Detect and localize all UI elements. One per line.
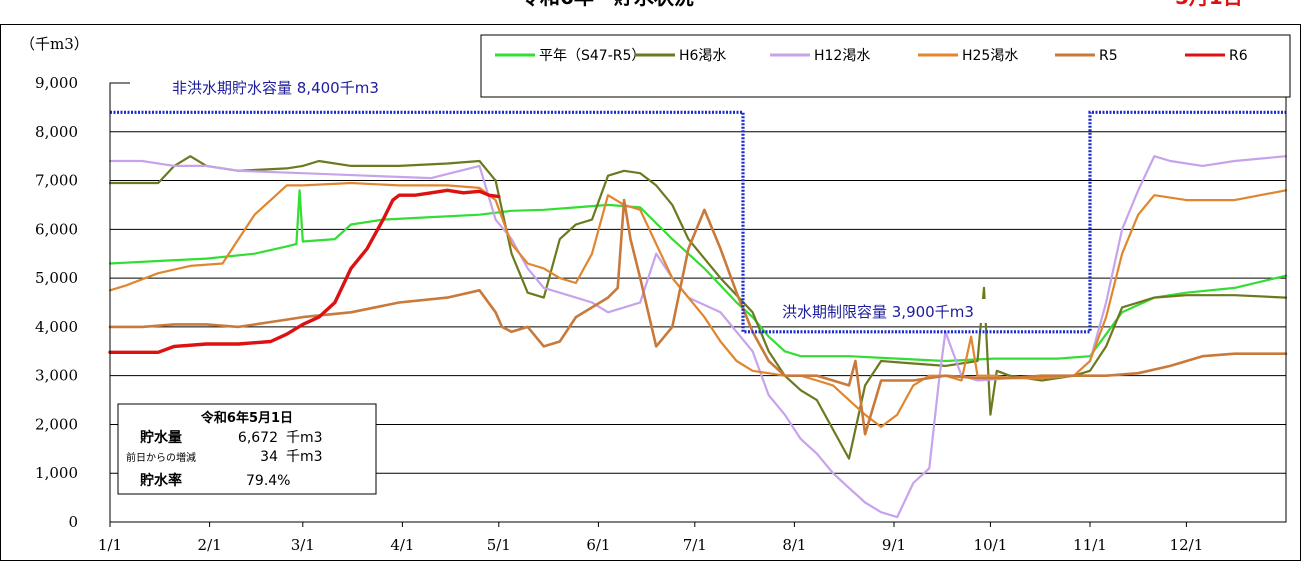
legend-label-0: 平年（S47-R5）	[539, 48, 645, 64]
annotation-non-flood-text: 非洪水期貯水容量 8,400千m3	[172, 79, 379, 97]
y-tick-8000: 8,000	[35, 123, 78, 141]
annotation-flood-text: 洪水期制限容量 3,900千m3	[782, 303, 974, 321]
y-tick-1000: 1,000	[35, 464, 78, 482]
y-tick-0: 0	[68, 513, 78, 531]
series-lines	[108, 110, 1288, 519]
series-4-line	[108, 198, 1288, 436]
y-tick-3000: 3,000	[35, 367, 78, 385]
x-tick-7: 8/1	[782, 536, 806, 554]
y-tick-6000: 6,000	[35, 220, 78, 238]
y-tick-4000: 4,000	[35, 318, 78, 336]
info-storage-value: 6,672	[238, 430, 278, 446]
info-change-unit: 千m3	[286, 449, 323, 465]
info-storage-label: 貯水量	[140, 429, 182, 446]
info-box-date: 令和6年5月1日	[201, 410, 293, 426]
x-tick-10: 11/1	[1073, 536, 1107, 554]
legend-label-1: H6渇水	[679, 48, 726, 64]
x-tick-1: 2/1	[198, 536, 222, 554]
x-tick-11: 12/1	[1170, 536, 1204, 554]
series-5-line	[108, 188, 501, 354]
annotation-flood: 洪水期制限容量 3,900千m3	[778, 299, 1056, 323]
y-tick-5000: 5,000	[35, 269, 78, 287]
x-tick-4: 5/1	[487, 536, 511, 554]
info-storage-unit: 千m3	[286, 430, 323, 446]
info-rate-label: 貯水率	[140, 472, 182, 489]
info-box: 令和6年5月1日 貯水量 6,672 千m3 前日からの増減 34 千m3 貯水…	[117, 403, 377, 495]
x-tick-3: 4/1	[390, 536, 414, 554]
info-change-value: 34	[260, 449, 278, 465]
chart-title: 令和6年 貯水状況	[520, 0, 694, 9]
info-rate-value: 79.4%	[246, 473, 290, 489]
legend-label-4: R5	[1099, 48, 1118, 64]
x-tick-2: 3/1	[291, 536, 315, 554]
y-axis-label: （千m3）	[20, 35, 89, 53]
legend-label-3: H25渇水	[962, 48, 1018, 64]
info-change-label: 前日からの増減	[126, 451, 196, 464]
x-tick-5: 6/1	[586, 536, 610, 554]
x-tick-8: 9/1	[882, 536, 906, 554]
series-0-line	[108, 189, 1288, 363]
x-tick-9: 10/1	[974, 536, 1008, 554]
y-tick-2000: 2,000	[35, 415, 78, 433]
annotation-non-flood: 非洪水期貯水容量 8,400千m3	[130, 73, 490, 99]
x-tick-0: 1/1	[98, 536, 122, 554]
y-tick-7000: 7,000	[35, 172, 78, 190]
y-tick-labels: 0 1,000 2,000 3,000 4,000 5,000 6,000 7,000 8,00…	[35, 74, 78, 531]
x-tick-labels: 1/1 2/1 3/1 4/1 5/1 6/1 7/1 8/1 9/1 10/1 11/1 12/1	[98, 522, 1203, 554]
legend-label-2: H12渇水	[814, 48, 870, 64]
legend-label-5: R6	[1229, 48, 1248, 64]
x-tick-6: 7/1	[683, 536, 707, 554]
storage-capacity-line	[110, 110, 1286, 334]
chart-title-date: 5月1日	[1175, 0, 1243, 9]
legend: 平年（S47-R5） H6渇水 H12渇水 H25渇水 R5 R6	[480, 34, 1291, 98]
y-tick-9000: 9,000	[35, 74, 78, 92]
